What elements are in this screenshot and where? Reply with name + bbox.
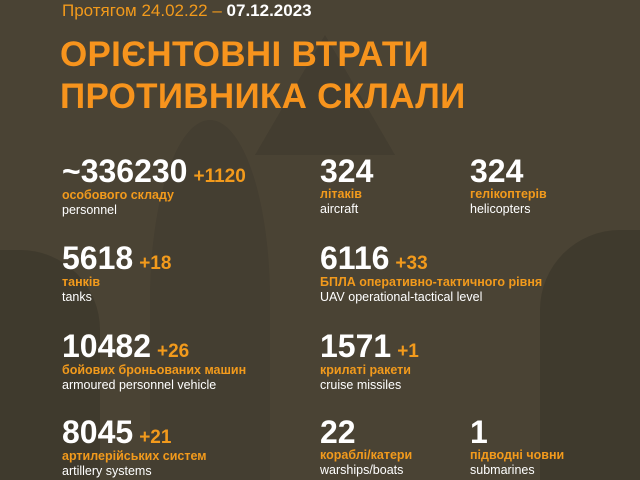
page-title: ОРІЄНТОВНІ ВТРАТИ ПРОТИВНИКА СКЛАЛИ [60,34,466,118]
stat-personnel: ~336230 +1120 особового складу personnel [62,155,246,218]
stat-value: 8045 [62,414,134,450]
stat-label-ua: гелікоптерів [470,187,547,201]
stat-tanks: 5618 +18 танків tanks [62,242,171,305]
stat-value: 324 [320,153,374,189]
stat-value: 6116 [320,240,390,276]
stat-label-en: artillery systems [62,464,152,478]
period-start: Протягом 24.02.22 – [62,1,222,20]
stat-value: 324 [470,153,524,189]
stat-warships: 22 кораблі/катери warships/boats [320,416,412,478]
stat-label-ua: особового складу [62,188,175,202]
stat-delta: +33 [395,253,428,274]
stat-delta: +1120 [193,166,246,187]
stat-value: 10482 [62,328,151,364]
stat-delta: +26 [156,341,190,362]
stat-label-en: personnel [62,203,117,217]
stat-label-en: UAV operational-tactical level [320,290,483,304]
stat-cruise-missiles: 1571 +1 крилаті ракети cruise missiles [320,330,419,393]
stat-value: 1571 [320,328,392,364]
stat-value: 5618 [62,240,134,276]
stat-label-ua: БПЛА оперативно-тактичного рівня [320,275,543,289]
stat-label-en: armoured personnel vehicle [62,378,217,392]
stat-aircraft: 324 літаків aircraft [320,155,373,217]
stat-label-ua: кораблі/катери [320,448,413,462]
period-end: 07.12.2023 [226,1,312,20]
stat-label-ua: крилаті ракети [320,363,411,377]
stat-value: 1 [470,414,488,450]
stat-label-ua: літаків [320,187,362,201]
stat-helicopters: 324 гелікоптерів helicopters [470,155,547,217]
stat-submarines: 1 підводні човни submarines [470,416,564,478]
stat-label-ua: танків [62,275,101,289]
title-line-2: ПРОТИВНИКА СКЛАЛИ [60,77,466,116]
stat-label-en: warships/boats [320,463,404,477]
stat-label-en: cruise missiles [320,378,402,392]
stat-label-ua: підводні човни [470,448,565,462]
stat-value: 22 [320,414,356,450]
stat-delta: +18 [139,253,172,274]
stat-label-ua: бойових броньованих машин [62,363,247,377]
stat-label-ua: артилерійських систем [62,449,207,463]
stat-label-en: tanks [62,290,92,304]
stat-apv: 10482 +26 бойових броньованих машин armoure… [62,330,246,393]
stat-artillery: 8045 +21 артилерійських систем artillery sy… [62,416,207,479]
stat-label-en: submarines [470,463,535,477]
stat-delta: +1 [397,341,419,362]
stat-delta: +21 [139,427,172,448]
stat-label-en: aircraft [320,202,359,216]
title-line-1: ОРІЄНТОВНІ ВТРАТИ [60,35,429,74]
stat-label-en: helicopters [470,202,531,216]
period: Протягом 24.02.22 – 07.12.2023 [62,1,312,21]
stat-value: ~336230 [62,153,188,189]
stat-uav: 6116 +33 БПЛА оперативно-тактичного рівня U… [320,242,542,305]
